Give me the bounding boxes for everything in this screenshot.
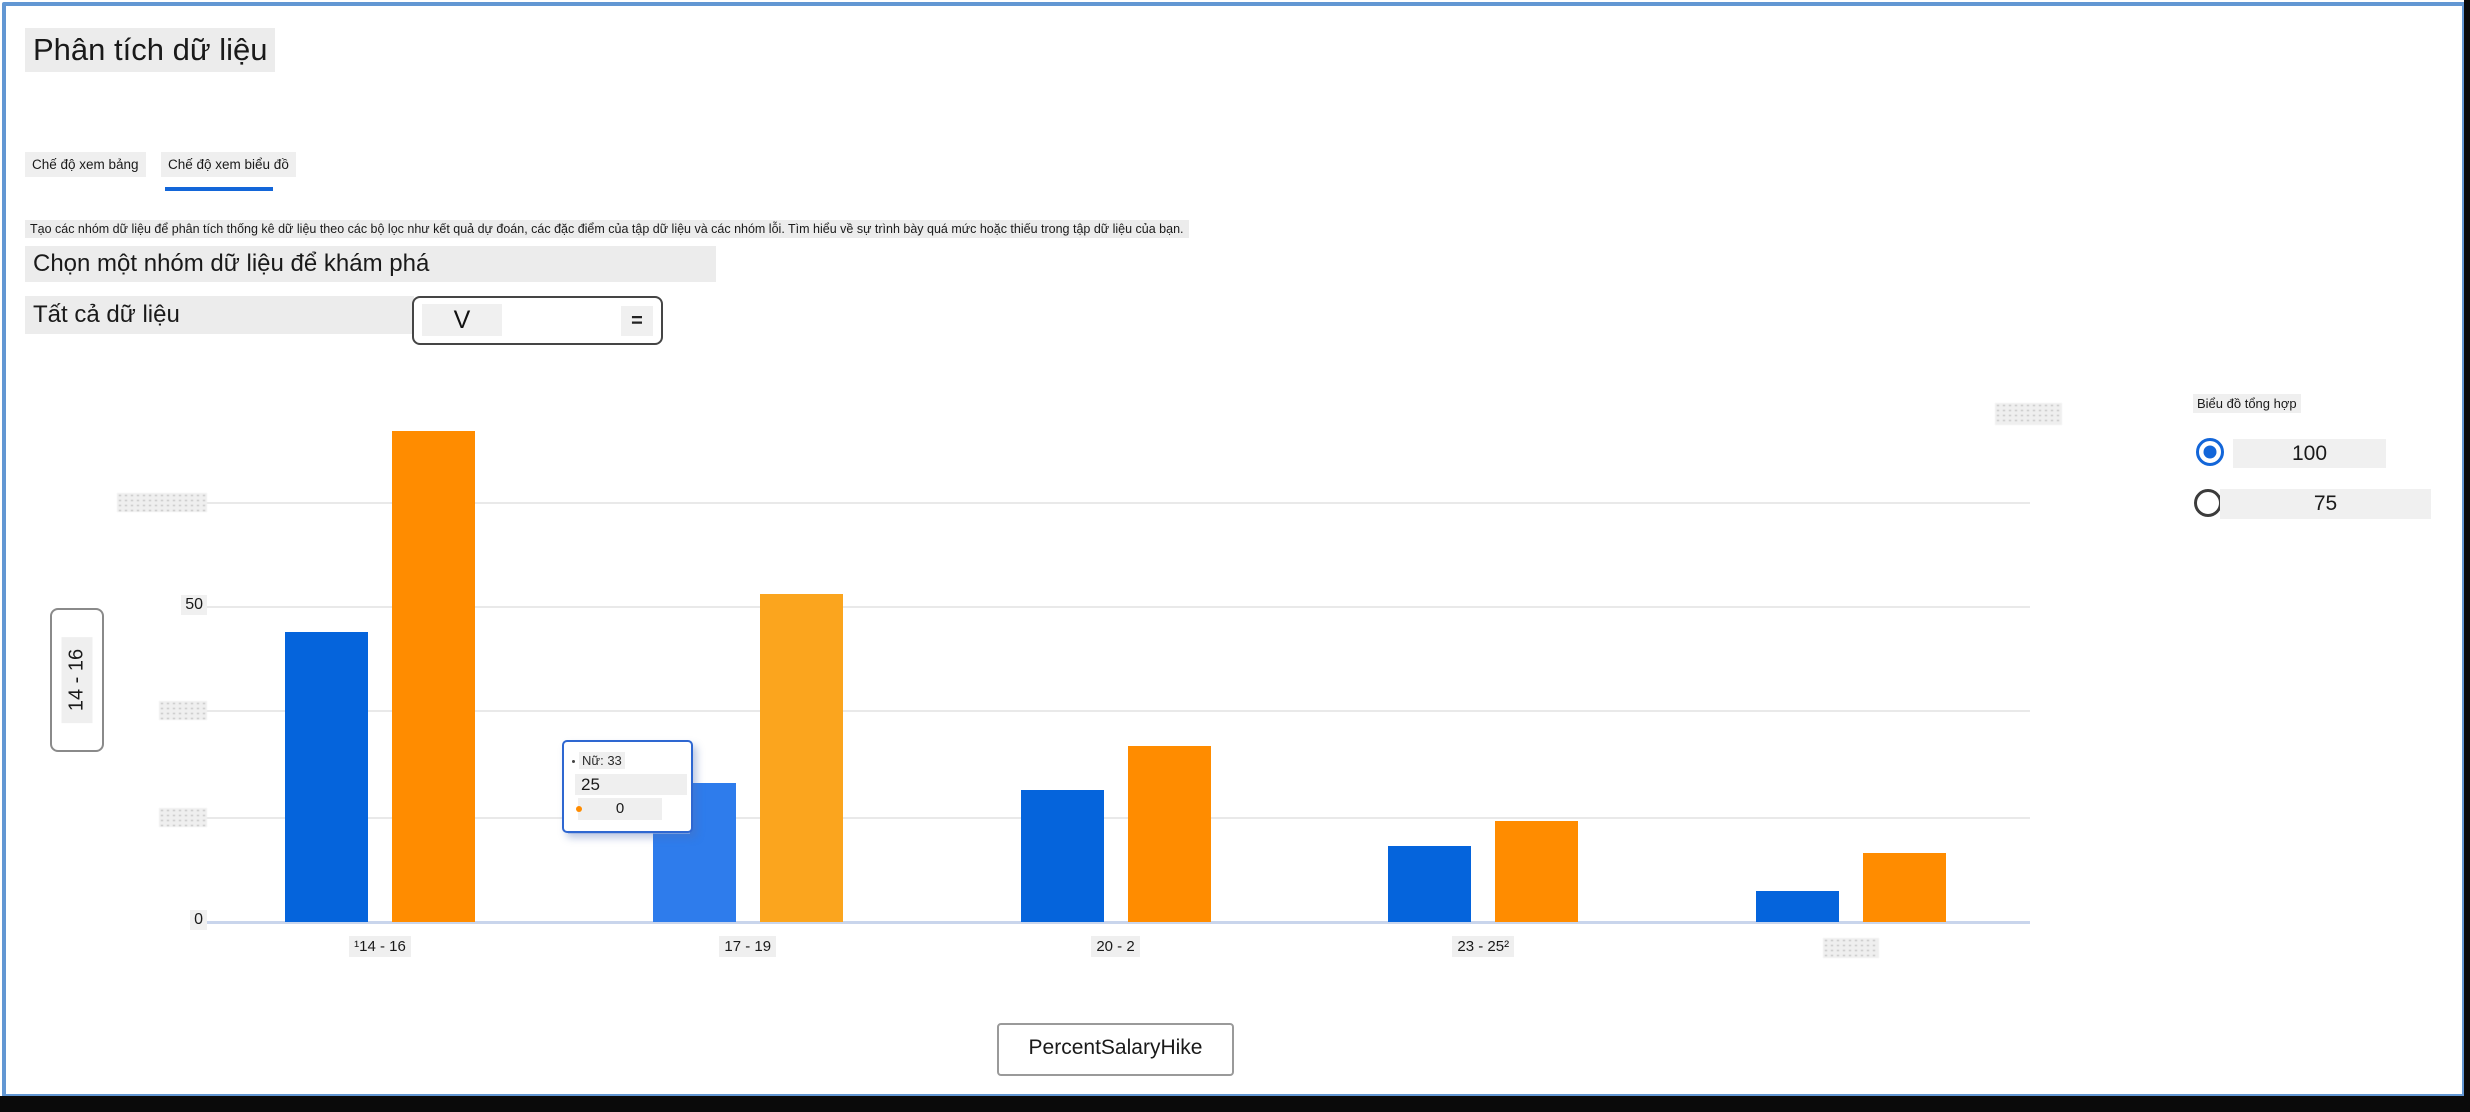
bar-orange-1[interactable] [392, 430, 475, 922]
tab-table-view[interactable]: Chế độ xem bảng [25, 152, 146, 177]
cohort-select-label: Tất cả dữ liệu [25, 296, 414, 334]
tooltip-header: Nữ: 33 [572, 752, 625, 769]
x-tick-smudge [1823, 938, 1879, 958]
chart-tooltip: Nữ: 33 25 0 [562, 740, 693, 833]
bar-orange-2[interactable] [759, 594, 843, 922]
radio-option-75-value[interactable]: 75 [2220, 489, 2431, 519]
orange-series-dot-icon [576, 806, 582, 812]
bar-orange-4[interactable] [1495, 821, 1579, 922]
y-axis-category-label: 14 - 16 [61, 636, 93, 724]
x-tick-label: 17 - 19 [658, 936, 838, 957]
x-axis-field-button[interactable]: PercentSalaryHike [997, 1023, 1234, 1076]
chevron-down-icon[interactable]: V [422, 304, 502, 336]
x-tick-label: 23 - 25² [1393, 936, 1573, 957]
bar-blue-3[interactable] [1020, 789, 1104, 922]
page-title: Phân tích dữ liệu [25, 28, 276, 72]
x-axis-line [200, 921, 2030, 924]
gridline [200, 817, 2030, 820]
y-axis-category-box[interactable]: 14 - 16 [50, 608, 104, 752]
gridline [200, 606, 2030, 608]
radio-option-100-value[interactable]: 100 [2233, 439, 2386, 468]
y-tick-smudge [159, 808, 207, 828]
radio-option-75[interactable] [2194, 489, 2222, 517]
y-tick-label: 0 [127, 910, 207, 930]
bullet-dot-icon [572, 760, 575, 764]
x-tick-label: 20 - 2 [1026, 936, 1206, 957]
legend-smudge [1995, 403, 2062, 425]
cohort-dropdown[interactable]: V = [412, 296, 663, 345]
aggregate-chart-panel-title: Biểu đồ tổng hợp [2193, 394, 2301, 413]
taskbar-strip [0, 1096, 2470, 1112]
bar-orange-3[interactable] [1127, 745, 1211, 922]
section-heading: Chọn một nhóm dữ liệu để khám phá [25, 246, 716, 282]
bar-blue-4[interactable] [1388, 846, 1472, 922]
bar-orange-5[interactable] [1863, 852, 1946, 922]
radio-option-100[interactable] [2196, 438, 2224, 466]
x-tick-label: ¹14 - 16 [290, 936, 470, 957]
bar-blue-1[interactable] [285, 632, 368, 922]
tab-chart-view[interactable]: Chế độ xem biểu đồ [161, 152, 296, 177]
y-tick-smudge [117, 493, 207, 513]
y-tick-label: 50 [127, 595, 207, 615]
right-edge-strip [2464, 0, 2470, 1112]
tooltip-zero-row: 0 [578, 798, 662, 820]
bar-blue-5[interactable] [1756, 890, 1839, 922]
radio-selected-dot [2203, 445, 2217, 459]
tooltip-value-row: 25 [575, 774, 687, 795]
equals-menu-icon[interactable]: = [621, 306, 653, 336]
active-tab-indicator [165, 187, 273, 191]
gridline [200, 709, 2030, 712]
y-tick-smudge [159, 700, 207, 720]
description-text: Tạo các nhóm dữ liệu để phân tích thống … [25, 220, 1189, 238]
gridline [200, 502, 2030, 505]
